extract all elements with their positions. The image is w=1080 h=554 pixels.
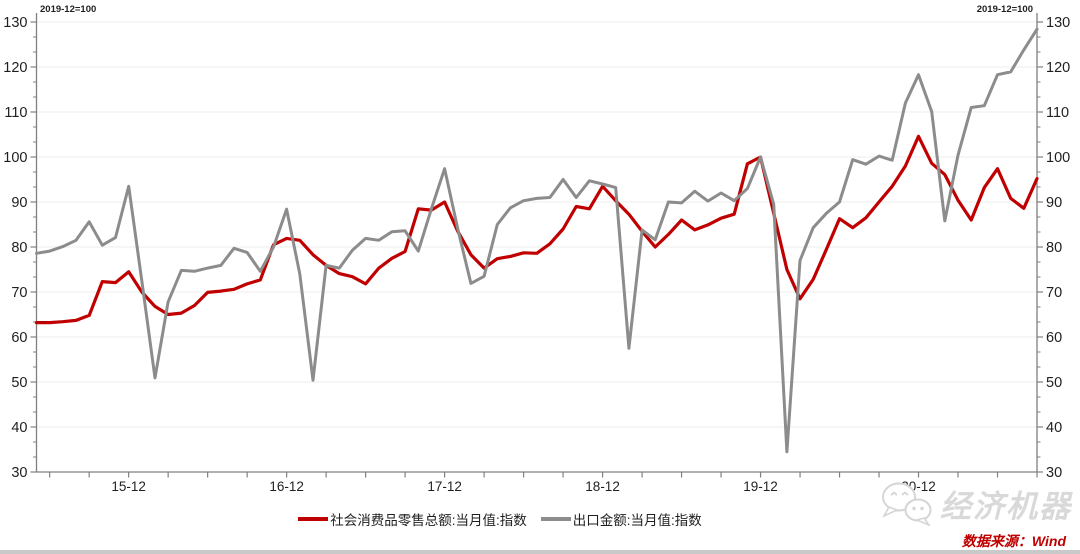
export-line-swatch: [540, 517, 571, 521]
legend: 社会消费品零售总额:当月值:指数 出口金额:当月值:指数: [0, 509, 1000, 529]
y-axis-label-left: 120: [3, 60, 27, 76]
legend-item-export: 出口金额:当月值:指数: [540, 509, 702, 529]
index-base-note-left: 2019-12=100: [40, 4, 96, 15]
legend-label-retail: 社会消费品零售总额:当月值:指数: [330, 513, 527, 528]
y-axis-label-left: 70: [11, 285, 27, 301]
export-series-line: [35, 27, 1039, 454]
legend-label-export: 出口金额:当月值:指数: [572, 513, 702, 528]
y-axis-label-left: 100: [3, 150, 27, 166]
y-axis-label-left: 110: [4, 105, 27, 121]
y-axis-label-left: 80: [11, 240, 27, 256]
index-base-note-right: 2019-12=100: [977, 4, 1033, 15]
y-axis-label-right: 60: [1046, 330, 1062, 346]
x-axis-label: 18-12: [585, 479, 620, 494]
y-axis-label-left: 30: [11, 465, 27, 481]
legend-item-retail: 社会消费品零售总额:当月值:指数: [298, 509, 527, 529]
data-source-label: 数据来源：Wind: [961, 533, 1066, 549]
y-axis-label-right: 70: [1046, 285, 1062, 301]
x-axis-label: 19-12: [743, 479, 778, 494]
x-axis-label: 17-12: [427, 479, 462, 494]
y-axis-label-left: 130: [3, 15, 27, 31]
y-axis-label-right: 40: [1046, 420, 1062, 436]
watermark-brand-text: 经济机器: [940, 488, 1072, 524]
bottom-divider: [0, 550, 1080, 554]
x-axis-label: 16-12: [269, 479, 304, 494]
y-axis-label-right: 110: [1046, 105, 1069, 121]
y-axis-label-right: 130: [1046, 15, 1070, 31]
y-axis-label-right: 30: [1046, 465, 1062, 481]
y-axis-label-left: 60: [11, 330, 27, 346]
y-axis-label-right: 80: [1046, 240, 1062, 256]
y-axis-label-left: 40: [11, 420, 27, 436]
y-axis-label-right: 90: [1046, 195, 1062, 211]
wechat-logo-icon: [882, 482, 932, 526]
x-axis-label: 15-12: [111, 479, 146, 494]
y-axis-label-left: 50: [11, 375, 27, 391]
y-axis-label-right: 100: [1046, 150, 1070, 166]
y-axis-label-left: 90: [11, 195, 27, 211]
retail-series-line: [34, 134, 1039, 325]
y-axis-label-right: 50: [1046, 375, 1062, 391]
retail-line-swatch: [298, 517, 329, 521]
y-axis-label-right: 120: [1046, 60, 1070, 76]
watermark: 经济机器: [878, 480, 1072, 526]
